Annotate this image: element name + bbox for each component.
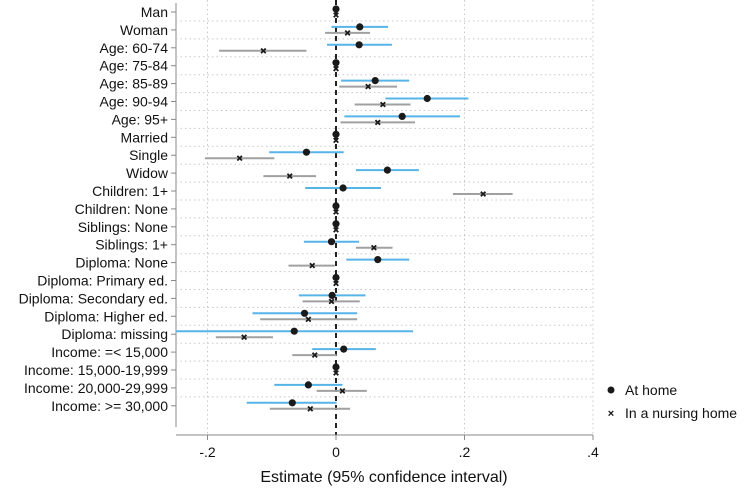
x-axis-title: Estimate (95% confidence interval) [260, 469, 507, 486]
point-at-home [374, 256, 382, 264]
point-nursing-home [339, 387, 346, 394]
legend-label-nursing-home: In a nursing home [625, 405, 737, 421]
legend-label-at-home: At home [625, 382, 677, 398]
category-label: Age: 90-94 [100, 94, 169, 110]
category-label: Married [121, 129, 168, 145]
point-nursing-home [286, 173, 293, 180]
category-label: Income: >= 30,000 [51, 398, 168, 414]
category-label: Diploma: None [75, 255, 168, 271]
point-at-home [355, 41, 363, 49]
category-label: Diploma: Higher ed. [44, 308, 168, 324]
category-label: Age: 95+ [112, 111, 168, 127]
point-nursing-home [260, 47, 267, 54]
category-label: Income: 15,000-19,999 [24, 362, 168, 378]
point-at-home [332, 202, 340, 210]
point-nursing-home [333, 12, 339, 18]
y-axis-labels: Man Woman Age: 60-74 Age: 75-84 Age: 85-89 Ag… [19, 4, 169, 414]
legend: At home × In a nursing home [607, 382, 737, 421]
point-nursing-home [379, 101, 386, 108]
point-nursing-home [241, 334, 248, 341]
category-label: Age: 60-74 [100, 40, 169, 56]
gridlines [171, 0, 594, 435]
point-nursing-home [370, 244, 377, 251]
point-at-home [288, 399, 296, 407]
category-label: Man [141, 4, 168, 20]
category-label: Age: 75-84 [100, 58, 169, 74]
point-nursing-home [333, 208, 339, 215]
point-nursing-home [305, 316, 312, 323]
category-label: Single [129, 147, 168, 163]
point-at-home [423, 94, 431, 103]
category-label: Age: 85-89 [100, 76, 169, 92]
point-nursing-home [333, 370, 339, 376]
point-nursing-home [365, 83, 372, 90]
point-nursing-home [480, 191, 487, 197]
point-at-home [340, 345, 348, 353]
point-at-home [356, 23, 364, 31]
category-label: Woman [120, 22, 168, 38]
point-at-home [339, 184, 347, 192]
x-tick-label: .4 [587, 444, 599, 460]
point-nursing-home [374, 119, 381, 126]
point-at-home [302, 148, 311, 156]
category-label: Siblings: 1+ [95, 237, 168, 253]
point-nursing-home [236, 155, 243, 162]
category-label: Children: None [75, 201, 169, 217]
x-axis: -.2 0 .2 .4 [176, 434, 599, 460]
point-nursing-home [309, 262, 316, 269]
point-at-home [371, 77, 379, 85]
point-at-home [332, 220, 340, 228]
category-label: Widow [126, 165, 169, 181]
category-label: Diploma: missing [61, 326, 168, 342]
point-at-home [304, 381, 312, 389]
category-label: Children: 1+ [92, 183, 168, 199]
category-label: Income: 20,000-29,999 [24, 380, 168, 396]
point-at-home [327, 238, 336, 246]
point-at-home [332, 273, 340, 282]
x-tick-label: -.2 [199, 444, 216, 460]
point-at-home [383, 166, 391, 174]
legend-x-icon: × [608, 408, 614, 420]
point-nursing-home [333, 65, 339, 72]
point-nursing-home [333, 137, 339, 144]
point-at-home [398, 112, 406, 120]
point-nursing-home [311, 352, 318, 359]
point-at-home [332, 5, 340, 13]
category-label: Diploma: Primary ed. [37, 273, 168, 289]
point-nursing-home [333, 280, 339, 287]
point-at-home [300, 309, 309, 317]
point-at-home [290, 327, 298, 335]
x-tick-label: 0 [332, 444, 340, 460]
point-at-home [328, 291, 336, 299]
point-nursing-home [328, 298, 335, 305]
point-nursing-home [307, 405, 314, 412]
category-label: Siblings: None [78, 219, 168, 235]
x-tick-label: .2 [459, 444, 471, 460]
point-at-home [332, 130, 340, 138]
plot-marks [176, 5, 513, 412]
point-at-home [332, 363, 340, 371]
point-nursing-home [344, 29, 351, 36]
point-at-home [332, 59, 340, 67]
legend-dot-icon [607, 386, 615, 394]
point-nursing-home [333, 226, 339, 233]
category-label: Income: =< 15,000 [51, 344, 168, 360]
category-label: Diploma: Secondary ed. [19, 290, 168, 306]
